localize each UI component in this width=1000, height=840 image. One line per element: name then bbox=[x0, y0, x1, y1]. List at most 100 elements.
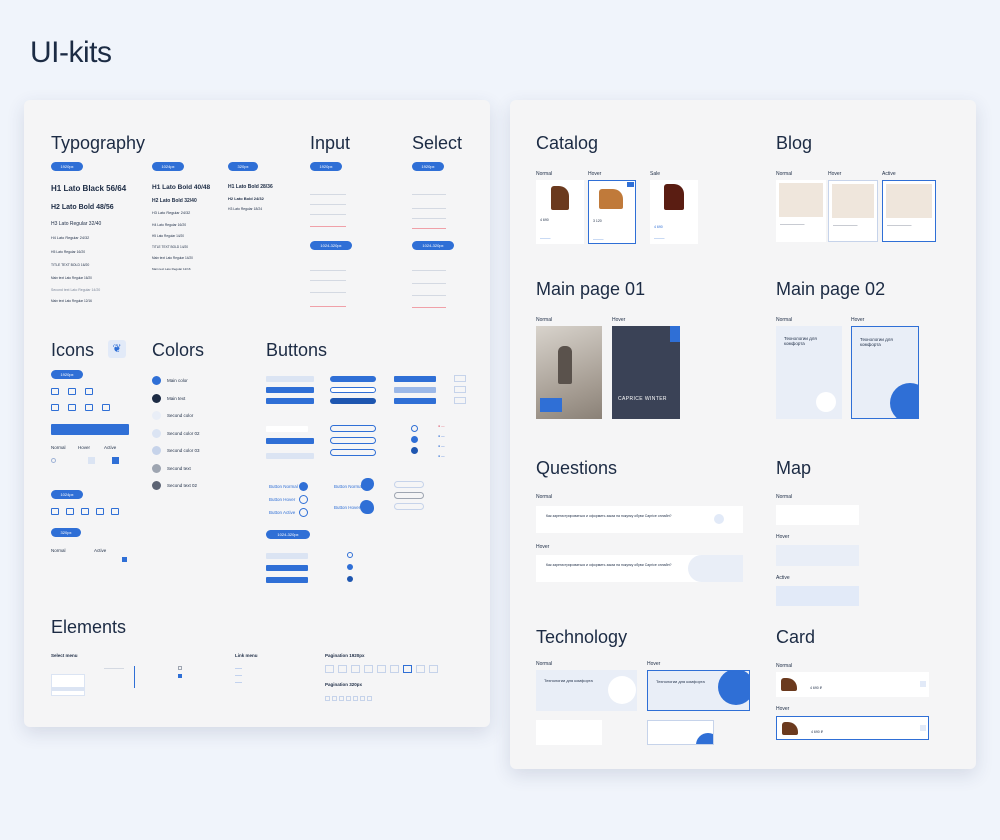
button-sample[interactable] bbox=[266, 387, 314, 393]
pager-button[interactable] bbox=[454, 397, 466, 404]
pagination-page-button[interactable] bbox=[346, 696, 351, 701]
pagination-page-button[interactable] bbox=[429, 665, 438, 673]
pagination-page-button[interactable] bbox=[377, 665, 386, 673]
arrow-round-button[interactable] bbox=[299, 508, 308, 517]
pagination-page-button[interactable] bbox=[338, 665, 347, 673]
link[interactable]: ● — bbox=[438, 444, 445, 448]
select-line[interactable] bbox=[412, 208, 446, 209]
button-sample[interactable] bbox=[394, 387, 436, 393]
dropdown-button[interactable] bbox=[266, 426, 308, 432]
round-button[interactable] bbox=[347, 576, 353, 582]
select-error-line[interactable] bbox=[412, 307, 446, 308]
button-sample[interactable] bbox=[266, 398, 314, 404]
outline-button[interactable] bbox=[330, 437, 376, 444]
outline-button[interactable] bbox=[330, 449, 376, 456]
select-line[interactable] bbox=[412, 283, 446, 284]
button-sample[interactable] bbox=[330, 398, 376, 404]
input-line[interactable] bbox=[310, 280, 346, 281]
tech-mini-card[interactable] bbox=[536, 720, 602, 745]
link-menu-item[interactable]: —— bbox=[235, 673, 242, 677]
round-button[interactable] bbox=[347, 552, 353, 558]
select-line[interactable] bbox=[412, 194, 446, 195]
pagination-page-button[interactable] bbox=[325, 665, 334, 673]
add-to-cart-link[interactable]: ——— bbox=[540, 236, 551, 240]
blob-button[interactable] bbox=[360, 500, 374, 514]
tech-arrow-button[interactable] bbox=[718, 671, 749, 705]
promo-arrow-button[interactable] bbox=[890, 383, 918, 418]
dropdown-button[interactable] bbox=[266, 438, 314, 444]
pagination-page-button[interactable] bbox=[367, 696, 372, 701]
button-sample[interactable] bbox=[330, 387, 376, 393]
cart-item-hover[interactable]: 4 690 ₽ bbox=[776, 716, 929, 740]
square-active-icon[interactable] bbox=[112, 457, 119, 464]
pagination-page-button[interactable] bbox=[403, 665, 412, 673]
square-icon[interactable] bbox=[88, 457, 95, 464]
promo-card-hover[interactable]: Технологии для комфорта bbox=[851, 326, 919, 419]
pagination-page-button[interactable] bbox=[351, 665, 360, 673]
circle-icon[interactable] bbox=[51, 458, 56, 463]
pager-button[interactable] bbox=[454, 375, 466, 382]
button-sample[interactable] bbox=[266, 553, 308, 559]
faq-item-hover[interactable]: Как зарегистрироваться и оформить заказ … bbox=[536, 555, 743, 582]
link[interactable]: ● — bbox=[438, 434, 445, 438]
tech-arrow-button[interactable] bbox=[608, 676, 636, 704]
button-sample[interactable] bbox=[266, 565, 308, 571]
add-to-cart-link[interactable]: ——— bbox=[593, 237, 604, 241]
add-to-cart-link[interactable]: ——— bbox=[654, 236, 665, 240]
tech-card-hover[interactable]: Технологии для комфорта bbox=[647, 670, 750, 711]
select-error-line[interactable] bbox=[412, 228, 446, 229]
square-active-icon[interactable] bbox=[122, 557, 127, 562]
pagination-page-button[interactable] bbox=[353, 696, 358, 701]
input-line[interactable] bbox=[310, 214, 346, 215]
map-store-card-hover[interactable] bbox=[776, 545, 859, 566]
close-icon[interactable] bbox=[920, 681, 926, 687]
tag-button[interactable] bbox=[394, 481, 424, 488]
scrollbar[interactable] bbox=[134, 666, 135, 688]
outline-button[interactable] bbox=[330, 425, 376, 432]
close-icon[interactable] bbox=[920, 725, 926, 731]
pagination-page-button[interactable] bbox=[360, 696, 365, 701]
product-card-hover[interactable]: 3 120 ——— bbox=[588, 180, 636, 244]
product-card-sale[interactable]: 4 690 ——— bbox=[650, 180, 698, 244]
checkbox-checked[interactable] bbox=[178, 674, 182, 678]
round-button[interactable] bbox=[347, 564, 353, 570]
round-button[interactable] bbox=[411, 447, 418, 454]
pagination-page-button[interactable] bbox=[416, 665, 425, 673]
banner-image-hover[interactable]: CAPRICE WINTER bbox=[612, 326, 680, 419]
link[interactable]: ● — bbox=[438, 454, 445, 458]
round-button[interactable] bbox=[411, 436, 418, 443]
pagination-page-button[interactable] bbox=[339, 696, 344, 701]
button-sample[interactable] bbox=[266, 376, 314, 382]
dropdown-button[interactable] bbox=[266, 453, 314, 459]
favorite-icon[interactable] bbox=[627, 182, 634, 187]
blog-card[interactable]: ——————— bbox=[776, 180, 826, 242]
link-menu-item[interactable]: —— bbox=[235, 666, 242, 670]
banner-corner-button[interactable] bbox=[670, 326, 680, 342]
chevron-down-icon[interactable] bbox=[714, 514, 724, 524]
product-card[interactable]: 4 690 ——— bbox=[536, 180, 584, 244]
round-button[interactable] bbox=[411, 425, 418, 432]
tag-button[interactable] bbox=[394, 492, 424, 499]
button-sample[interactable] bbox=[330, 376, 376, 382]
select-line[interactable] bbox=[412, 270, 446, 271]
blob-button[interactable] bbox=[361, 478, 374, 491]
checkbox[interactable] bbox=[178, 666, 182, 670]
tag-button[interactable] bbox=[394, 503, 424, 510]
blog-card-hover[interactable]: ——————— bbox=[828, 180, 878, 242]
link-menu-item[interactable]: —— bbox=[235, 680, 242, 684]
cart-item[interactable]: 4 690 ₽ bbox=[776, 672, 929, 697]
select-menu-option-hover[interactable] bbox=[51, 687, 85, 691]
select-line[interactable] bbox=[412, 295, 446, 296]
banner-image[interactable] bbox=[536, 326, 602, 419]
button-sample[interactable] bbox=[266, 577, 308, 583]
promo-card[interactable]: Технологии для комфорта bbox=[776, 326, 842, 419]
pagination-page-button[interactable] bbox=[332, 696, 337, 701]
pagination-page-button[interactable] bbox=[364, 665, 373, 673]
faq-item[interactable]: Как зарегистрироваться и оформить заказ … bbox=[536, 506, 743, 533]
select-line[interactable] bbox=[412, 218, 446, 219]
input-line[interactable] bbox=[310, 204, 346, 205]
arrow-round-button[interactable] bbox=[299, 482, 308, 491]
map-store-card-active[interactable] bbox=[776, 586, 859, 606]
input-error-line[interactable] bbox=[310, 306, 346, 307]
input-line[interactable] bbox=[310, 194, 346, 195]
